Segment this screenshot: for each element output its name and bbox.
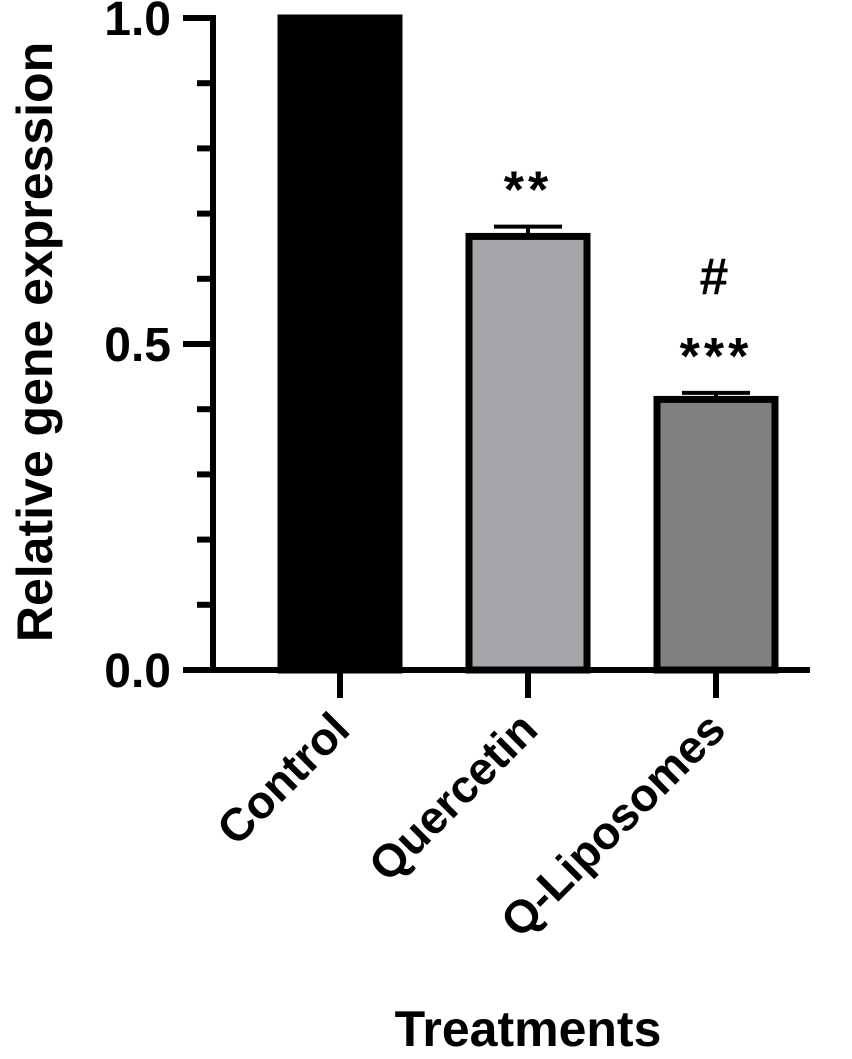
y-tick-label: 0.5 — [104, 319, 171, 372]
significance-marker: # — [700, 248, 733, 306]
bar-control — [277, 14, 403, 674]
bars-layer — [277, 14, 779, 674]
x-axis-title: Treatments — [395, 1001, 662, 1057]
significance-annotations: ** # *** — [504, 162, 753, 386]
y-tick-label: 1.0 — [104, 0, 171, 46]
y-tick-label: 0.0 — [104, 645, 171, 698]
bar-quercetin — [465, 232, 591, 674]
y-axis-title: Relative gene expression — [7, 42, 63, 642]
x-category-label: Quercetin — [358, 702, 547, 891]
significance-marker: *** — [680, 328, 753, 386]
y-ticks: 0.0 0.5 1.0 — [104, 0, 213, 698]
x-category-label: Control — [207, 702, 359, 854]
significance-marker: ** — [504, 162, 552, 220]
bar-q-liposomes — [653, 395, 779, 674]
